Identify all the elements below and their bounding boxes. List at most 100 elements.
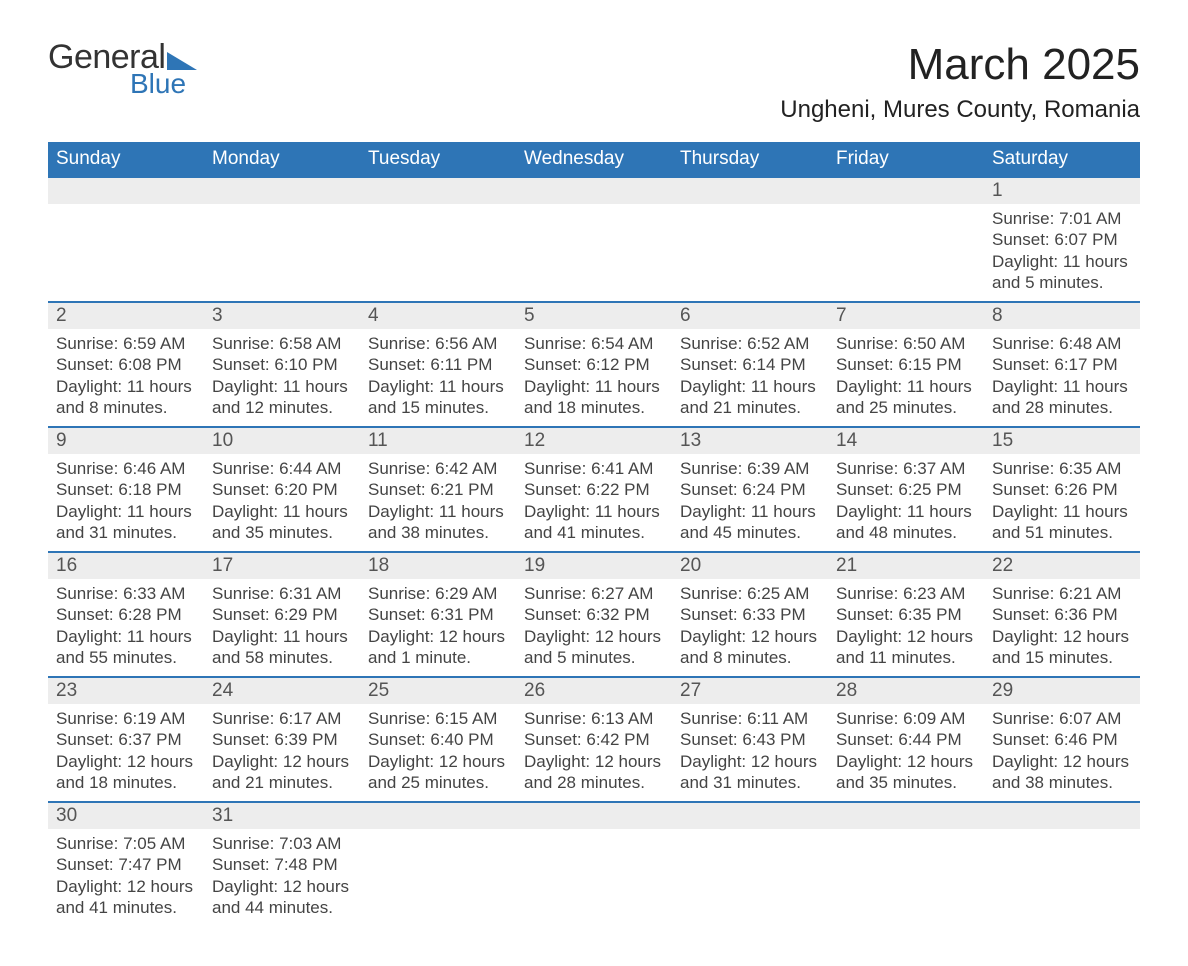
- weekday-header: Monday: [204, 142, 360, 177]
- title-block: March 2025 Ungheni, Mures County, Romani…: [780, 40, 1140, 124]
- sunset-text: Sunset: 6:36 PM: [992, 604, 1132, 625]
- daylight-text-2: and 45 minutes.: [680, 522, 820, 543]
- day-number-cell: 25: [360, 677, 516, 704]
- day-content-cell: Sunrise: 6:09 AMSunset: 6:44 PMDaylight:…: [828, 704, 984, 802]
- day-number-cell: 2: [48, 302, 204, 329]
- weekday-header: Thursday: [672, 142, 828, 177]
- daylight-text-2: and 11 minutes.: [836, 647, 976, 668]
- sunset-text: Sunset: 6:07 PM: [992, 229, 1132, 250]
- day-content-cell: Sunrise: 6:39 AMSunset: 6:24 PMDaylight:…: [672, 454, 828, 552]
- day-number-cell: [360, 177, 516, 204]
- sunset-text: Sunset: 6:17 PM: [992, 354, 1132, 375]
- day-content: Sunrise: 6:15 AMSunset: 6:40 PMDaylight:…: [360, 704, 516, 801]
- sunset-text: Sunset: 6:29 PM: [212, 604, 352, 625]
- sunrise-text: Sunrise: 6:07 AM: [992, 708, 1132, 729]
- day-content-cell: Sunrise: 6:48 AMSunset: 6:17 PMDaylight:…: [984, 329, 1140, 427]
- day-content-cell: [984, 829, 1140, 926]
- day-content: Sunrise: 6:35 AMSunset: 6:26 PMDaylight:…: [984, 454, 1140, 551]
- daylight-text-2: and 31 minutes.: [56, 522, 196, 543]
- sunset-text: Sunset: 6:10 PM: [212, 354, 352, 375]
- sunrise-text: Sunrise: 6:29 AM: [368, 583, 508, 604]
- daylight-text-1: Daylight: 12 hours: [56, 751, 196, 772]
- day-number-cell: 8: [984, 302, 1140, 329]
- day-content: [672, 204, 828, 237]
- sunset-text: Sunset: 6:11 PM: [368, 354, 508, 375]
- daylight-text-2: and 35 minutes.: [836, 772, 976, 793]
- week-content-row: Sunrise: 6:46 AMSunset: 6:18 PM Daylight:…: [48, 454, 1140, 552]
- brand-logo: General Blue: [48, 40, 197, 98]
- day-number-cell: 5: [516, 302, 672, 329]
- day-number: 31: [204, 803, 360, 829]
- week-content-row: Sunrise: 7:01 AMSunset: 6:07 PMDaylight:…: [48, 204, 1140, 302]
- day-number: 30: [48, 803, 204, 829]
- day-content-cell: Sunrise: 6:41 AMSunset: 6:22 PMDaylight:…: [516, 454, 672, 552]
- daylight-text-1: Daylight: 12 hours: [368, 626, 508, 647]
- day-content-cell: Sunrise: 6:59 AMSunset: 6:08 PMDaylight:…: [48, 329, 204, 427]
- sunset-text: Sunset: 6:26 PM: [992, 479, 1132, 500]
- sunset-text: Sunset: 6:18 PM: [56, 479, 196, 500]
- day-number: 21: [828, 553, 984, 579]
- day-content-cell: Sunrise: 6:52 AMSunset: 6:14 PMDaylight:…: [672, 329, 828, 427]
- day-number: 8: [984, 303, 1140, 329]
- sunrise-text: Sunrise: 6:50 AM: [836, 333, 976, 354]
- day-content: [828, 204, 984, 237]
- sunrise-text: Sunrise: 6:39 AM: [680, 458, 820, 479]
- day-content-cell: Sunrise: 6:25 AMSunset: 6:33 PMDaylight:…: [672, 579, 828, 677]
- day-content: Sunrise: 6:46 AMSunset: 6:18 PMDaylight:…: [48, 454, 204, 551]
- sunrise-text: Sunrise: 6:15 AM: [368, 708, 508, 729]
- day-content: Sunrise: 6:27 AMSunset: 6:32 PMDaylight:…: [516, 579, 672, 676]
- daylight-text-1: Daylight: 12 hours: [212, 876, 352, 897]
- day-number-cell: 16: [48, 552, 204, 579]
- daylight-text-1: Daylight: 11 hours: [368, 501, 508, 522]
- day-number: 6: [672, 303, 828, 329]
- daylight-text-1: Daylight: 11 hours: [836, 376, 976, 397]
- day-number-cell: [828, 177, 984, 204]
- sunset-text: Sunset: 6:37 PM: [56, 729, 196, 750]
- day-content-cell: [360, 204, 516, 302]
- day-content: Sunrise: 6:44 AMSunset: 6:20 PMDaylight:…: [204, 454, 360, 551]
- sunset-text: Sunset: 6:15 PM: [836, 354, 976, 375]
- sunrise-text: Sunrise: 6:17 AM: [212, 708, 352, 729]
- day-content: [48, 204, 204, 237]
- day-number: [48, 178, 204, 204]
- day-content: Sunrise: 6:25 AMSunset: 6:33 PMDaylight:…: [672, 579, 828, 676]
- day-number-cell: 6: [672, 302, 828, 329]
- day-number: 9: [48, 428, 204, 454]
- brand-blue: Blue: [130, 70, 197, 98]
- daylight-text-1: Daylight: 12 hours: [368, 751, 508, 772]
- day-content: Sunrise: 6:41 AMSunset: 6:22 PMDaylight:…: [516, 454, 672, 551]
- day-content: Sunrise: 6:56 AMSunset: 6:11 PMDaylight:…: [360, 329, 516, 426]
- daylight-text-1: Daylight: 11 hours: [56, 376, 196, 397]
- weekday-header: Sunday: [48, 142, 204, 177]
- day-content: Sunrise: 6:58 AMSunset: 6:10 PMDaylight:…: [204, 329, 360, 426]
- sunrise-text: Sunrise: 6:37 AM: [836, 458, 976, 479]
- day-content-cell: Sunrise: 6:31 AMSunset: 6:29 PMDaylight:…: [204, 579, 360, 677]
- sunrise-text: Sunrise: 6:11 AM: [680, 708, 820, 729]
- day-content-cell: Sunrise: 6:33 AMSunset: 6:28 PMDaylight:…: [48, 579, 204, 677]
- week-content-row: Sunrise: 6:19 AMSunset: 6:37 PMDaylight:…: [48, 704, 1140, 802]
- sunrise-text: Sunrise: 6:59 AM: [56, 333, 196, 354]
- sunrise-text: Sunrise: 6:41 AM: [524, 458, 664, 479]
- day-number-cell: [516, 802, 672, 829]
- day-number: 10: [204, 428, 360, 454]
- week-daynum-row: 9101112131415: [48, 427, 1140, 454]
- sunset-text: Sunset: 7:47 PM: [56, 854, 196, 875]
- day-number-cell: 24: [204, 677, 360, 704]
- day-number: [360, 803, 516, 829]
- day-content: Sunrise: 7:03 AMSunset: 7:48 PMDaylight:…: [204, 829, 360, 926]
- day-number: 29: [984, 678, 1140, 704]
- day-number-cell: 20: [672, 552, 828, 579]
- day-number: 2: [48, 303, 204, 329]
- sunrise-text: Sunrise: 6:52 AM: [680, 333, 820, 354]
- day-content: Sunrise: 6:11 AMSunset: 6:43 PMDaylight:…: [672, 704, 828, 801]
- day-number-cell: 29: [984, 677, 1140, 704]
- day-content-cell: Sunrise: 6:07 AMSunset: 6:46 PMDaylight:…: [984, 704, 1140, 802]
- sunset-text: Sunset: 6:25 PM: [836, 479, 976, 500]
- weekday-header: Saturday: [984, 142, 1140, 177]
- daylight-text-2: and 5 minutes.: [992, 272, 1132, 293]
- daylight-text-1: Daylight: 11 hours: [368, 376, 508, 397]
- day-content-cell: [360, 829, 516, 926]
- daylight-text-2: and 15 minutes.: [992, 647, 1132, 668]
- sunrise-text: Sunrise: 6:46 AM: [56, 458, 196, 479]
- day-content-cell: Sunrise: 6:13 AMSunset: 6:42 PMDaylight:…: [516, 704, 672, 802]
